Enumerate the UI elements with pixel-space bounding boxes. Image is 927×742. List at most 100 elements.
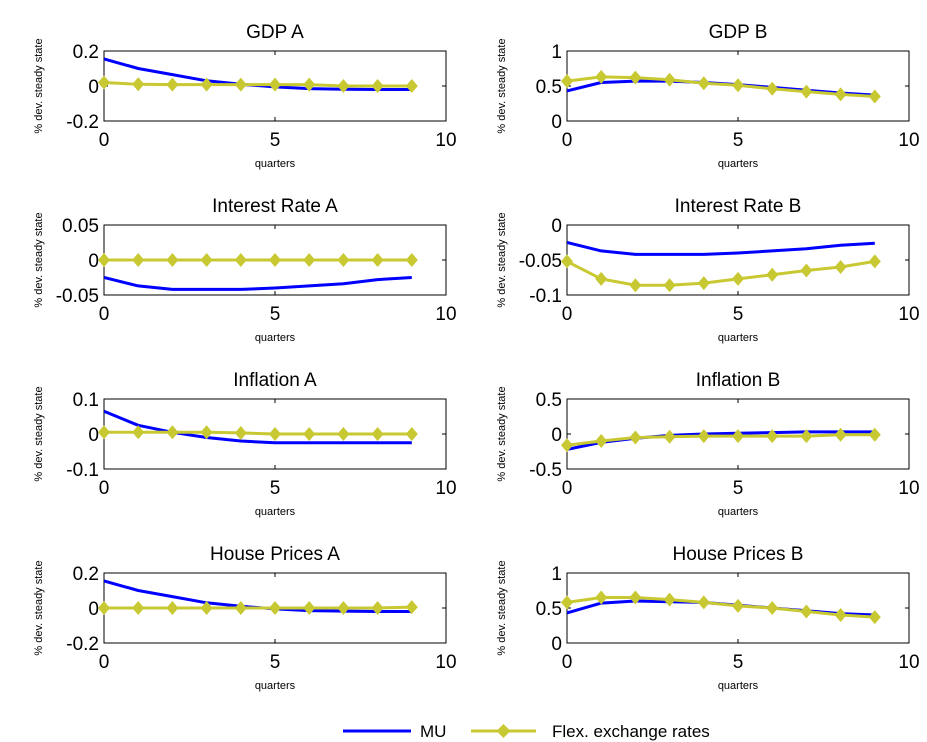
y-tick-label: -0.2: [66, 634, 99, 655]
y-tick-label: 0.2: [73, 42, 99, 63]
x-tick-label: 0: [562, 130, 573, 151]
data-point-flex: [234, 601, 247, 615]
x-axis-label: quarters: [255, 680, 296, 692]
data-point-flex: [166, 77, 179, 92]
x-axis-label: quarters: [718, 158, 759, 170]
y-tick-label: 0: [88, 599, 99, 620]
data-point-flex: [629, 430, 642, 445]
data-point-flex: [868, 89, 881, 104]
data-point-flex: [337, 79, 350, 93]
data-point-flex: [234, 77, 247, 92]
data-point-flex: [98, 601, 110, 615]
y-tick-label: 1: [551, 42, 562, 63]
data-point-flex: [337, 601, 350, 615]
panel-title: GDP A: [246, 22, 304, 43]
x-axis-label: quarters: [718, 332, 759, 344]
data-point-flex: [303, 253, 316, 267]
data-point-flex: [132, 425, 145, 440]
panel-title: Interest Rate B: [675, 196, 802, 217]
y-tick-label: 1: [551, 564, 562, 585]
data-point-flex: [629, 590, 642, 605]
x-tick-label: 10: [435, 304, 456, 325]
x-tick-label: 10: [898, 304, 919, 325]
x-tick-label: 0: [99, 304, 110, 325]
data-point-flex: [371, 601, 384, 615]
data-point-flex: [200, 425, 213, 440]
series-line-mu: [104, 276, 412, 291]
x-tick-label: 0: [562, 652, 573, 673]
y-tick-label: -0.5: [529, 460, 562, 481]
data-point-flex: [595, 271, 608, 286]
x-tick-label: 10: [435, 478, 456, 499]
y-axis-label: % dev. steady state: [33, 386, 45, 481]
data-point-flex: [697, 429, 710, 444]
y-tick-label: 0.5: [536, 390, 562, 411]
legend-label-mu: MU: [420, 722, 446, 741]
data-point-flex: [98, 75, 110, 90]
x-tick-label: 5: [270, 130, 281, 151]
data-point-flex: [800, 84, 813, 99]
data-point-flex: [303, 77, 316, 92]
y-tick-label: -0.2: [66, 112, 99, 133]
x-axis-label: quarters: [255, 158, 296, 170]
data-point-flex: [303, 427, 316, 441]
x-tick-label: 10: [898, 478, 919, 499]
y-tick-label: 0: [88, 251, 99, 272]
y-tick-label: 0.5: [536, 77, 562, 98]
x-tick-label: 0: [99, 130, 110, 151]
data-point-flex: [800, 429, 813, 444]
series-line-flex: [104, 81, 412, 88]
data-point-flex: [200, 253, 213, 267]
series-line-flex: [567, 75, 875, 98]
panel-title: Interest Rate A: [212, 196, 338, 217]
x-tick-label: 10: [898, 130, 919, 151]
y-tick-label: 0.5: [536, 599, 562, 620]
data-point-flex: [200, 77, 213, 92]
y-axis-label: % dev. steady state: [33, 38, 45, 133]
data-point-flex: [629, 70, 642, 85]
y-axis-label: % dev. steady state: [496, 38, 508, 133]
x-tick-label: 5: [733, 304, 744, 325]
data-point-flex: [234, 253, 247, 267]
y-axis-label: % dev. steady state: [33, 560, 45, 655]
data-point-flex: [663, 72, 676, 87]
x-tick-label: 10: [898, 652, 919, 673]
legend-marker-flex: [496, 724, 511, 738]
data-point-flex: [337, 253, 350, 267]
y-tick-label: 0: [551, 112, 562, 133]
data-point-flex: [800, 263, 813, 278]
data-point-flex: [663, 278, 676, 293]
data-point-flex: [595, 590, 608, 605]
y-tick-label: 0: [88, 425, 99, 446]
data-point-flex: [269, 601, 281, 615]
data-point-flex: [697, 595, 710, 610]
series-line-flex: [567, 596, 875, 619]
data-point-flex: [371, 79, 384, 93]
x-axis-label: quarters: [718, 680, 759, 692]
legend-label-flex: Flex. exchange rates: [552, 722, 710, 741]
data-point-flex: [595, 69, 608, 84]
x-tick-label: 5: [270, 478, 281, 499]
y-tick-label: -0.1: [529, 286, 562, 307]
data-point-flex: [269, 77, 281, 92]
data-point-flex: [98, 253, 110, 267]
data-point-flex: [303, 601, 316, 615]
data-point-flex: [405, 79, 418, 93]
data-point-flex: [98, 425, 110, 440]
series-line-mu: [104, 409, 412, 445]
x-tick-label: 5: [733, 478, 744, 499]
data-point-flex: [766, 81, 779, 96]
data-point-flex: [200, 601, 213, 615]
data-point-flex: [834, 427, 847, 442]
data-point-flex: [405, 427, 418, 441]
data-point-flex: [132, 601, 145, 615]
data-point-flex: [663, 592, 676, 607]
data-point-flex: [337, 427, 350, 441]
series-line-flex: [567, 433, 875, 447]
